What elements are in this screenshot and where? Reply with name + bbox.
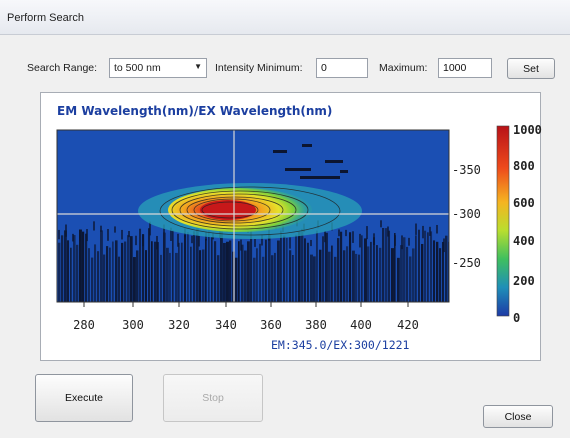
- chevron-down-icon: ▼: [194, 62, 202, 71]
- x-tick-label: 340: [215, 318, 237, 332]
- search-range-value: to 500 nm: [114, 62, 161, 74]
- close-button[interactable]: Close: [483, 405, 553, 428]
- y-tick-label: -300: [452, 207, 481, 221]
- window-title: Perform Search: [7, 12, 85, 24]
- y-tick-label: -350: [452, 163, 481, 177]
- execute-button[interactable]: Execute: [35, 374, 133, 422]
- color-scale-ticks: 1000 800 600 400 200 0: [513, 123, 542, 325]
- upper-speckles: [273, 144, 348, 179]
- color-scale-bar: [496, 125, 510, 317]
- coordinate-readout: EM:345.0/EX:300/1221: [271, 338, 410, 352]
- contour-lines: [159, 186, 341, 236]
- search-range-dropdown[interactable]: to 500 nm ▼: [109, 58, 207, 78]
- intensity-minimum-input[interactable]: [316, 58, 368, 78]
- plot-frame: [56, 129, 450, 303]
- maximum-label: Maximum:: [379, 62, 428, 74]
- x-tick-label: 280: [73, 318, 95, 332]
- color-scale-label: 0: [513, 311, 520, 325]
- y-tick-label: -250: [452, 256, 481, 270]
- x-tick-label: 420: [397, 318, 419, 332]
- search-range-label: Search Range:: [27, 62, 98, 74]
- set-button[interactable]: Set: [507, 58, 555, 79]
- color-scale-label: 1000: [513, 123, 542, 137]
- color-scale-label: 800: [513, 159, 535, 173]
- noise-region: [58, 220, 449, 302]
- x-tick-label: 400: [350, 318, 372, 332]
- color-scale-label: 200: [513, 274, 535, 288]
- title-bar: Perform Search: [0, 0, 570, 35]
- y-axis: -350 -300 -250: [452, 163, 481, 270]
- x-axis: 280 300 320 340 360 380 400 420: [73, 302, 419, 332]
- x-tick-label: 380: [305, 318, 327, 332]
- x-tick-label: 360: [260, 318, 282, 332]
- maximum-input[interactable]: [438, 58, 492, 78]
- intensity-minimum-label: Intensity Minimum:: [215, 62, 303, 74]
- plot-title: EM Wavelength(nm)/EX Wavelength(nm): [57, 104, 333, 118]
- stop-button[interactable]: Stop: [163, 374, 263, 422]
- peak-core: [200, 200, 256, 220]
- color-scale-label: 400: [513, 234, 535, 248]
- x-tick-label: 300: [122, 318, 144, 332]
- color-scale-label: 600: [513, 196, 535, 210]
- x-tick-label: 320: [168, 318, 190, 332]
